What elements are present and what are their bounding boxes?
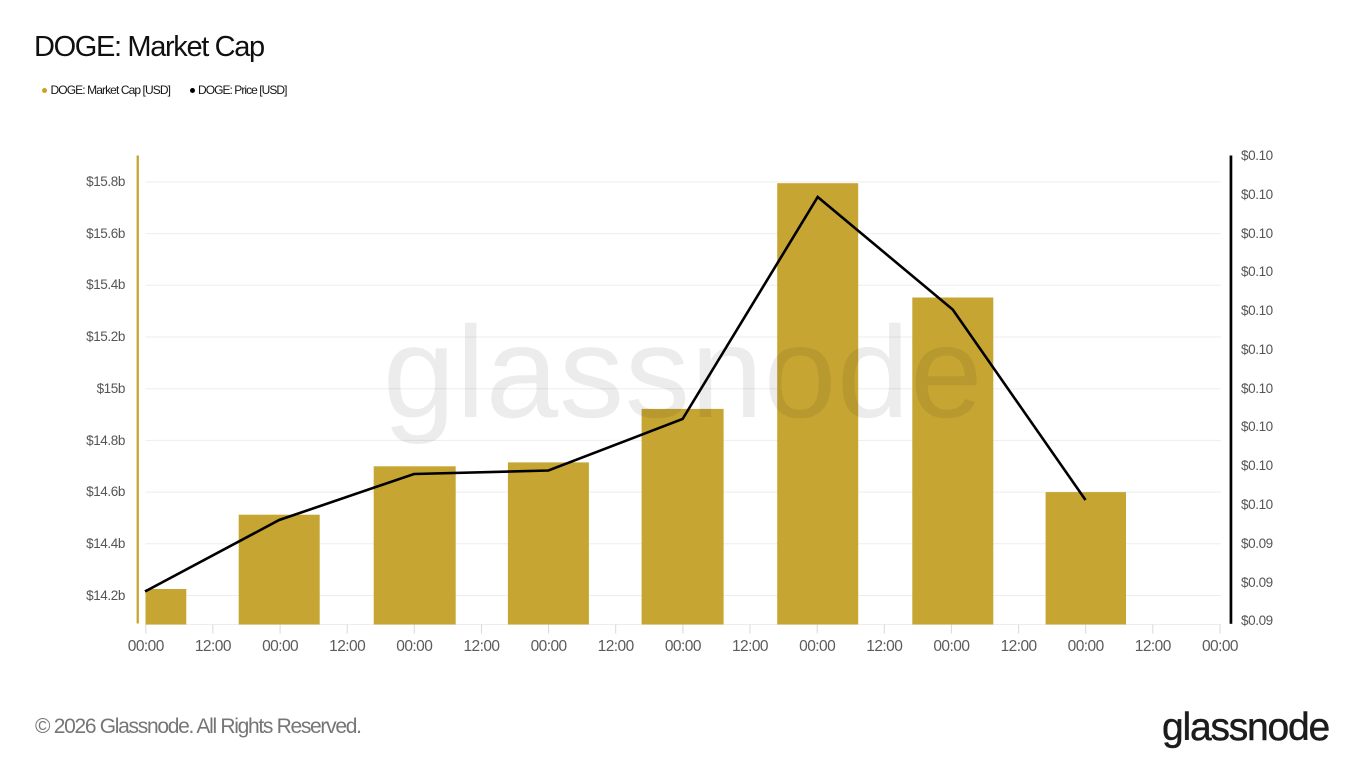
svg-text:glassnode: glassnode	[383, 299, 983, 445]
